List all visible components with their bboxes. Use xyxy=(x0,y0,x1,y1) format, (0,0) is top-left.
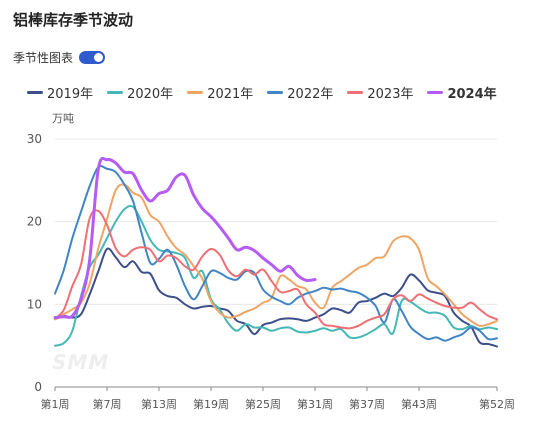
legend-label: 2020年 xyxy=(127,87,174,102)
legend-item-2[interactable]: 2021年 xyxy=(187,83,253,102)
legend-item-1[interactable]: 2020年 xyxy=(107,83,173,102)
x-tick-label: 第37周 xyxy=(349,397,385,411)
x-tick-label: 第19周 xyxy=(193,397,229,411)
y-tick-label: 30 xyxy=(27,132,42,146)
legend-label: 2022年 xyxy=(287,87,334,102)
legend-label: 2024年 xyxy=(447,87,497,102)
legend-item-4[interactable]: 2023年 xyxy=(347,83,413,102)
seasonal-toggle-switch[interactable] xyxy=(79,51,106,64)
legend-swatch xyxy=(427,91,444,94)
y-tick-label: 20 xyxy=(27,215,42,229)
toggle-knob xyxy=(94,53,104,62)
x-tick-label: 第13周 xyxy=(141,397,177,411)
series-line-1 xyxy=(54,204,498,347)
x-tick-label: 第1周 xyxy=(41,397,70,411)
legend-item-3[interactable]: 2022年 xyxy=(267,83,333,102)
series-line-4 xyxy=(54,209,498,330)
legend-label: 2023年 xyxy=(367,87,414,102)
legend-swatch xyxy=(347,91,364,94)
x-tick-label: 第52周 xyxy=(479,397,515,411)
legend-swatch xyxy=(187,91,204,94)
legend-swatch xyxy=(107,91,124,94)
seasonal-toggle-label: 季节性图表 xyxy=(13,51,74,65)
seasonal-toggle-row: 季节性图表 xyxy=(13,49,106,66)
y-axis-unit-label: 万吨 xyxy=(52,112,74,125)
series-line-3 xyxy=(54,165,498,342)
x-tick-label: 第31周 xyxy=(297,397,333,411)
legend-label: 2019年 xyxy=(47,87,94,102)
chart-legend: 2019年 2020年 2021年 2022年 2023年 2024年 xyxy=(27,83,511,102)
legend-item-5[interactable]: 2024年 xyxy=(427,83,497,102)
page-title: 铝棒库存季节波动 xyxy=(13,11,134,29)
legend-swatch xyxy=(27,91,43,94)
x-tick-label: 第25周 xyxy=(245,397,281,411)
legend-label: 2021年 xyxy=(207,87,254,102)
series-line-5 xyxy=(53,156,317,320)
x-tick-label: 第7周 xyxy=(93,397,122,411)
series-line-0 xyxy=(54,247,498,348)
legend-item-0[interactable]: 2019年 xyxy=(27,83,93,102)
y-tick-label: 10 xyxy=(27,297,42,311)
smm-watermark: SMM xyxy=(49,350,112,374)
legend-swatch xyxy=(267,91,284,94)
x-tick-label: 第43周 xyxy=(401,397,437,411)
y-tick-label: 0 xyxy=(34,380,42,394)
